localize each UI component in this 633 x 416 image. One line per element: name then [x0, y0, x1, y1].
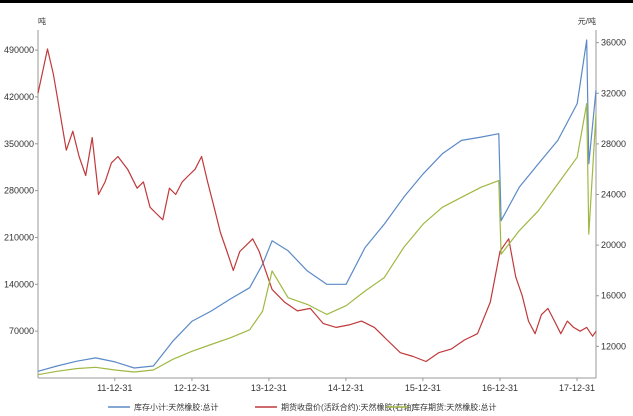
left-tick-label: 490000: [4, 45, 34, 55]
right-axis-ticks: 36000 32000 28000 24000 20000 16000 12000: [596, 38, 626, 351]
top-rule: [0, 0, 633, 3]
left-tick-label: 350000: [4, 139, 34, 149]
x-tick-label: 14-12-31: [328, 383, 364, 393]
x-tick-label: 15-12-31: [405, 383, 441, 393]
series-layer: [37, 39, 597, 376]
legend: 库存小计:天然橡胶:总计 期货收盘价(活跃合约):天然橡胶(右轴) 库存期货:天…: [108, 402, 496, 412]
legend-item-inventory: 库存小计:天然橡胶:总计: [108, 402, 218, 412]
right-tick-label: 20000: [601, 240, 626, 250]
left-axis-unit: 吨: [38, 16, 46, 26]
left-tick-label: 70000: [9, 326, 34, 336]
legend-label-inventory: 库存小计:天然橡胶:总计: [134, 402, 218, 412]
left-tick-label: 210000: [4, 232, 34, 242]
left-tick-label: 140000: [4, 279, 34, 289]
x-tick-label: 16-12-31: [482, 383, 518, 393]
legend-label-price: 期货收盘价(活跃合约):天然橡胶(右轴): [281, 402, 414, 412]
right-tick-label: 16000: [601, 291, 626, 301]
right-tick-label: 24000: [601, 190, 626, 200]
legend-item-price: 期货收盘价(活跃合约):天然橡胶(右轴): [255, 402, 414, 412]
x-tick-label: 13-12-31: [251, 383, 287, 393]
left-tick-label: 280000: [4, 186, 34, 196]
right-tick-label: 36000: [601, 38, 626, 48]
right-tick-label: 28000: [601, 139, 626, 149]
x-tick-label: 17-12-31: [559, 383, 595, 393]
left-tick-label: 420000: [4, 92, 34, 102]
right-axis-unit: 元/吨: [578, 16, 596, 26]
plot-area: [37, 30, 597, 379]
right-tick-label: 12000: [601, 341, 626, 351]
left-axis-ticks: 490000 420000 350000 280000 210000 140000 7000…: [4, 45, 38, 336]
right-tick-label: 32000: [601, 88, 626, 98]
x-tick-label: 11-12-31: [97, 383, 132, 393]
x-tick-label: 12-12-31: [174, 383, 210, 393]
legend-label-futures-inventory: 库存期货:天然橡胶:总计: [412, 402, 496, 412]
series-line-0: [37, 39, 597, 372]
legend-item-futures-inventory: 库存期货:天然橡胶:总计: [386, 402, 496, 412]
series-line-2: [37, 102, 597, 376]
x-axis-ticks: 11-12-31 12-12-31 13-12-31 14-12-31 15-12-31…: [97, 378, 595, 393]
series-line-1: [37, 48, 597, 363]
